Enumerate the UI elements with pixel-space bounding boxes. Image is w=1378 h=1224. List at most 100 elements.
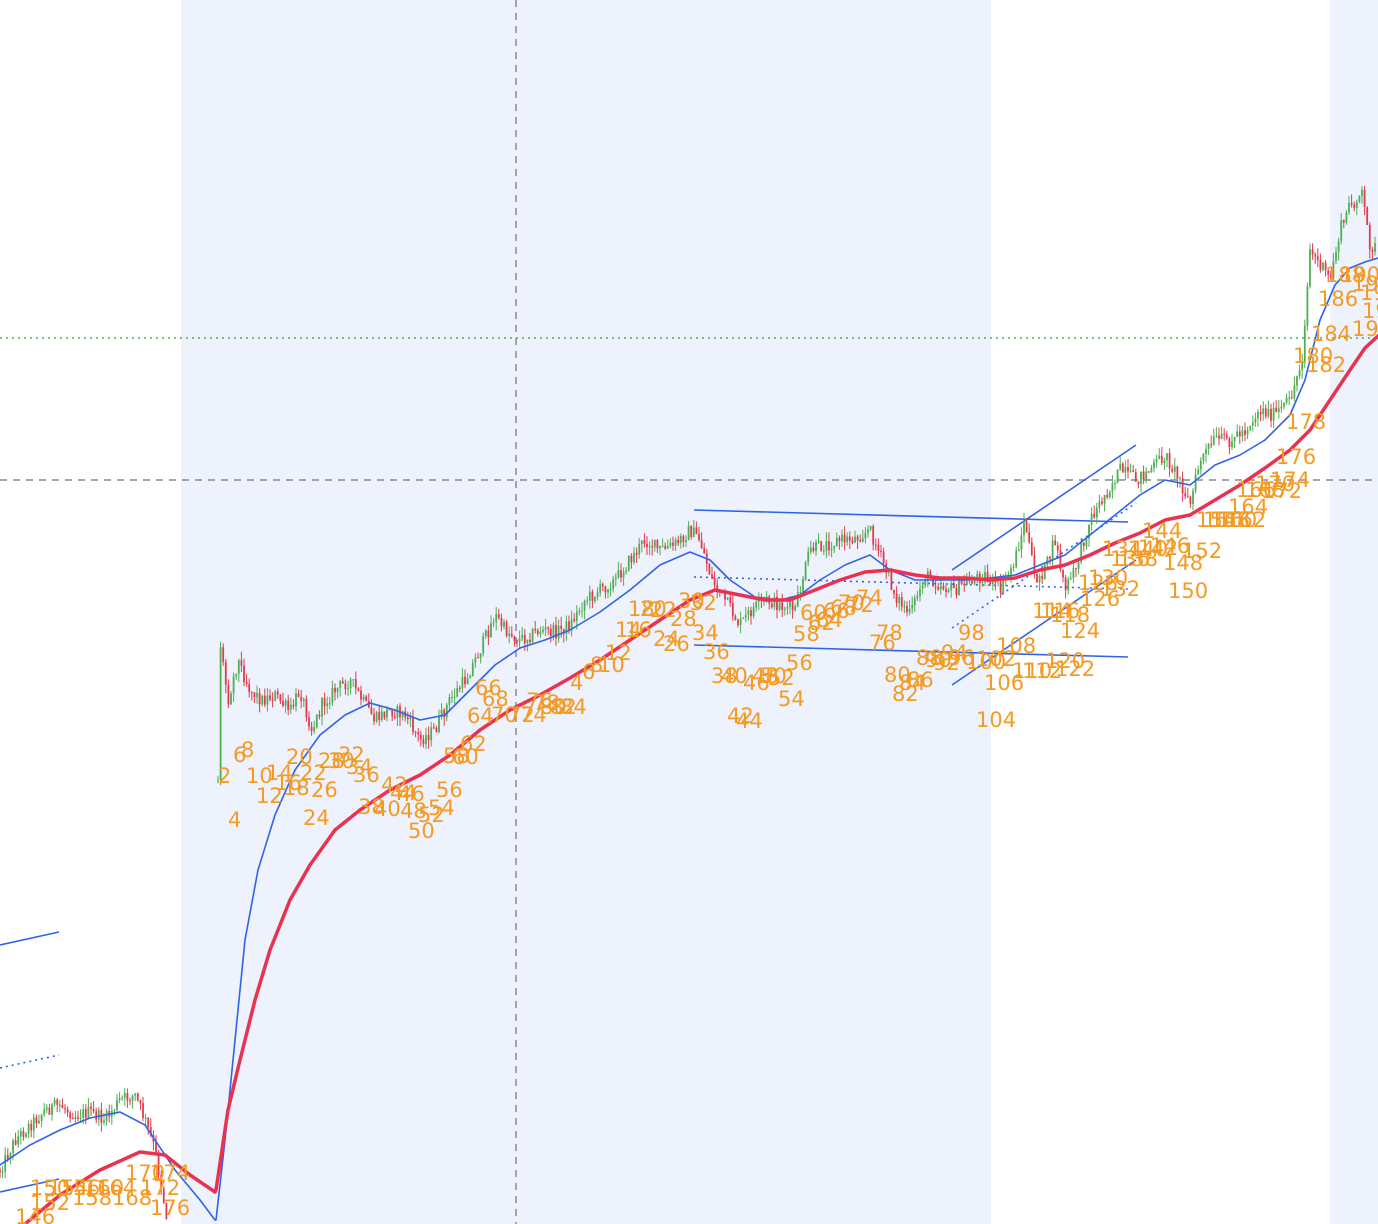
candle[interactable] xyxy=(1108,490,1111,499)
candle[interactable] xyxy=(825,532,828,558)
candle[interactable] xyxy=(570,610,573,637)
candle[interactable] xyxy=(477,652,479,659)
candle[interactable] xyxy=(529,632,531,645)
candle[interactable] xyxy=(1298,364,1301,380)
candle[interactable] xyxy=(484,629,487,639)
candle[interactable] xyxy=(794,603,797,612)
candle[interactable] xyxy=(357,687,360,692)
candle[interactable] xyxy=(274,689,277,702)
candle[interactable] xyxy=(487,625,490,646)
candle[interactable] xyxy=(945,584,947,598)
candle[interactable] xyxy=(1361,186,1363,205)
candle[interactable] xyxy=(378,704,381,726)
candle[interactable] xyxy=(1173,458,1176,480)
candle[interactable] xyxy=(854,530,856,543)
candle[interactable] xyxy=(601,582,604,592)
candle[interactable] xyxy=(893,589,895,599)
candle[interactable] xyxy=(1189,495,1192,508)
candle[interactable] xyxy=(1246,426,1249,439)
candle[interactable] xyxy=(1270,403,1272,428)
trendline-midline[interactable] xyxy=(693,576,1129,590)
candle[interactable] xyxy=(297,689,300,698)
candle[interactable] xyxy=(162,1186,165,1204)
candle[interactable] xyxy=(232,672,235,702)
candle[interactable] xyxy=(412,709,414,736)
candle[interactable] xyxy=(58,1099,61,1113)
candle[interactable] xyxy=(243,658,245,687)
candle[interactable] xyxy=(1028,523,1031,545)
candle[interactable] xyxy=(622,567,625,587)
candle[interactable] xyxy=(1309,243,1311,289)
candle[interactable] xyxy=(877,538,880,557)
candle[interactable] xyxy=(1293,376,1296,402)
candle[interactable] xyxy=(1267,400,1270,419)
candle[interactable] xyxy=(427,726,430,749)
candle[interactable] xyxy=(464,669,466,689)
candle[interactable] xyxy=(302,697,305,707)
candle[interactable] xyxy=(136,1092,139,1102)
candle[interactable] xyxy=(1215,427,1218,438)
candle[interactable] xyxy=(955,584,958,599)
candle[interactable] xyxy=(861,529,864,543)
candle[interactable] xyxy=(261,694,264,707)
candle[interactable] xyxy=(807,547,810,566)
candle[interactable] xyxy=(328,696,331,710)
candle[interactable] xyxy=(913,594,916,613)
candle[interactable] xyxy=(581,602,583,618)
candle[interactable] xyxy=(248,678,251,698)
candle[interactable] xyxy=(1181,471,1184,502)
candle[interactable] xyxy=(547,626,550,635)
candle[interactable] xyxy=(458,685,461,693)
candle[interactable] xyxy=(256,685,258,704)
candle[interactable] xyxy=(1277,399,1280,419)
candle[interactable] xyxy=(339,679,342,697)
candle[interactable] xyxy=(776,589,778,619)
candle[interactable] xyxy=(1283,402,1285,410)
candle[interactable] xyxy=(1192,488,1194,510)
candle[interactable] xyxy=(900,592,903,612)
candle[interactable] xyxy=(258,688,261,713)
trendline[interactable] xyxy=(0,931,60,946)
candle[interactable] xyxy=(479,653,482,664)
candle[interactable] xyxy=(313,720,316,734)
candle[interactable] xyxy=(500,613,503,632)
candle[interactable] xyxy=(38,1114,40,1125)
candle[interactable] xyxy=(708,562,711,575)
candle[interactable] xyxy=(646,536,648,556)
candle[interactable] xyxy=(84,1103,87,1125)
candle[interactable] xyxy=(1098,494,1101,514)
candle[interactable] xyxy=(620,563,622,583)
candle[interactable] xyxy=(867,525,869,538)
candle[interactable] xyxy=(1202,453,1205,465)
candle[interactable] xyxy=(848,531,851,550)
candle[interactable] xyxy=(1337,237,1340,261)
candle[interactable] xyxy=(1251,415,1254,432)
candle[interactable] xyxy=(612,575,615,593)
candle[interactable] xyxy=(991,573,994,591)
candle[interactable] xyxy=(1056,541,1059,559)
candle[interactable] xyxy=(869,525,872,532)
candle[interactable] xyxy=(1348,196,1350,215)
candle[interactable] xyxy=(783,606,786,616)
candle[interactable] xyxy=(859,534,862,543)
candle[interactable] xyxy=(1171,464,1174,474)
candle[interactable] xyxy=(354,671,357,695)
candle[interactable] xyxy=(643,533,646,548)
candle[interactable] xyxy=(677,535,680,546)
candle[interactable] xyxy=(105,1108,108,1126)
candle[interactable] xyxy=(375,710,378,724)
candle[interactable] xyxy=(92,1101,95,1114)
candle[interactable] xyxy=(625,567,628,575)
candle[interactable] xyxy=(1176,465,1179,488)
candles[interactable] xyxy=(0,185,1376,1220)
candle[interactable] xyxy=(687,521,690,541)
candle[interactable] xyxy=(51,1102,53,1121)
candle[interactable] xyxy=(672,536,674,551)
candle[interactable] xyxy=(19,1127,22,1145)
candle[interactable] xyxy=(90,1102,92,1117)
candle[interactable] xyxy=(744,606,747,623)
candle[interactable] xyxy=(656,539,659,554)
candle[interactable] xyxy=(742,617,745,620)
candle[interactable] xyxy=(64,1104,66,1114)
candle[interactable] xyxy=(71,1112,74,1120)
